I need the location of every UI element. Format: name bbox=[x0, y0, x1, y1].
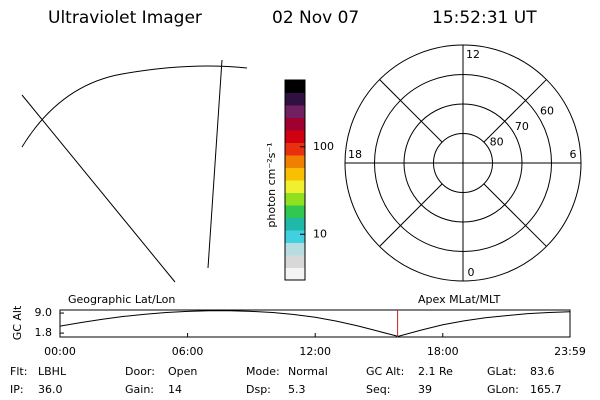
limb-line bbox=[21, 94, 176, 283]
info-value: 83.6 bbox=[530, 365, 555, 378]
info-label: Mode: bbox=[246, 365, 280, 378]
color-band bbox=[285, 80, 305, 93]
lat-label: 70 bbox=[515, 120, 529, 133]
spoke bbox=[379, 183, 443, 247]
y-tick-label: 9.0 bbox=[35, 306, 53, 319]
info-label: Dsp: bbox=[246, 383, 271, 396]
x-tick-label: 06:00 bbox=[172, 345, 204, 358]
tick-label: 10 bbox=[313, 227, 327, 240]
info-value: 36.0 bbox=[38, 383, 63, 396]
annotation: Apex MLat/MLT bbox=[418, 293, 501, 306]
info-value: 14 bbox=[168, 383, 182, 396]
color-band bbox=[285, 255, 305, 268]
y-axis-label: GC Alt bbox=[11, 305, 24, 340]
color-band bbox=[285, 230, 305, 243]
info-label: GC Alt: bbox=[366, 365, 404, 378]
colorbar-frame bbox=[284, 79, 306, 281]
info-label: GLon: bbox=[487, 383, 519, 396]
info-label: Seq: bbox=[366, 383, 390, 396]
plot-frame bbox=[59, 309, 571, 338]
info-label: Flt: bbox=[10, 365, 27, 378]
color-band bbox=[285, 105, 305, 118]
lat-label: 60 bbox=[540, 105, 554, 118]
color-band bbox=[285, 167, 305, 181]
color-band bbox=[285, 155, 305, 168]
mlt-label: 6 bbox=[570, 148, 577, 161]
mlt-label: 18 bbox=[348, 148, 362, 161]
color-band bbox=[285, 217, 305, 231]
info-value: 39 bbox=[418, 383, 432, 396]
color-band bbox=[285, 267, 305, 281]
mlt-label: 12 bbox=[466, 48, 480, 61]
info-label: IP: bbox=[10, 383, 24, 396]
color-band bbox=[285, 205, 305, 218]
info-label: Door: bbox=[125, 365, 155, 378]
spoke bbox=[379, 79, 443, 143]
limb-line bbox=[207, 59, 223, 269]
color-band bbox=[285, 142, 305, 156]
info-value: 5.3 bbox=[288, 383, 306, 396]
info-value: Open bbox=[168, 365, 197, 378]
info-value: 165.7 bbox=[530, 383, 562, 396]
color-band bbox=[285, 192, 305, 206]
x-tick-label: 00:00 bbox=[44, 345, 76, 358]
limb-arc bbox=[21, 65, 248, 148]
spoke bbox=[483, 79, 547, 143]
info-label: GLat: bbox=[487, 365, 516, 378]
info-value: Normal bbox=[288, 365, 328, 378]
title: Ultraviolet Imager bbox=[48, 8, 202, 28]
info-value: LBHL bbox=[38, 365, 67, 378]
x-tick-label: 23:59 bbox=[554, 345, 586, 358]
colorbar-label: photon cm⁻²s⁻¹ bbox=[265, 142, 278, 227]
y-tick-label: 1.8 bbox=[35, 326, 53, 339]
info-value: 2.1 Re bbox=[418, 365, 453, 378]
color-band bbox=[285, 180, 305, 193]
altitude-line bbox=[59, 310, 571, 337]
date: 02 Nov 07 bbox=[272, 8, 359, 28]
mlt-label: 0 bbox=[468, 266, 475, 279]
color-band bbox=[285, 117, 305, 131]
lat-label: 80 bbox=[490, 135, 504, 148]
time: 15:52:31 UT bbox=[432, 8, 537, 28]
spoke bbox=[483, 183, 547, 247]
tick-label: 100 bbox=[313, 140, 334, 153]
color-band bbox=[285, 242, 305, 256]
annotation: Geographic Lat/Lon bbox=[68, 293, 175, 306]
color-band bbox=[285, 92, 305, 106]
info-label: Gain: bbox=[125, 383, 154, 396]
color-band bbox=[285, 130, 305, 143]
x-tick-label: 12:00 bbox=[299, 345, 331, 358]
x-tick-label: 18:00 bbox=[427, 345, 459, 358]
